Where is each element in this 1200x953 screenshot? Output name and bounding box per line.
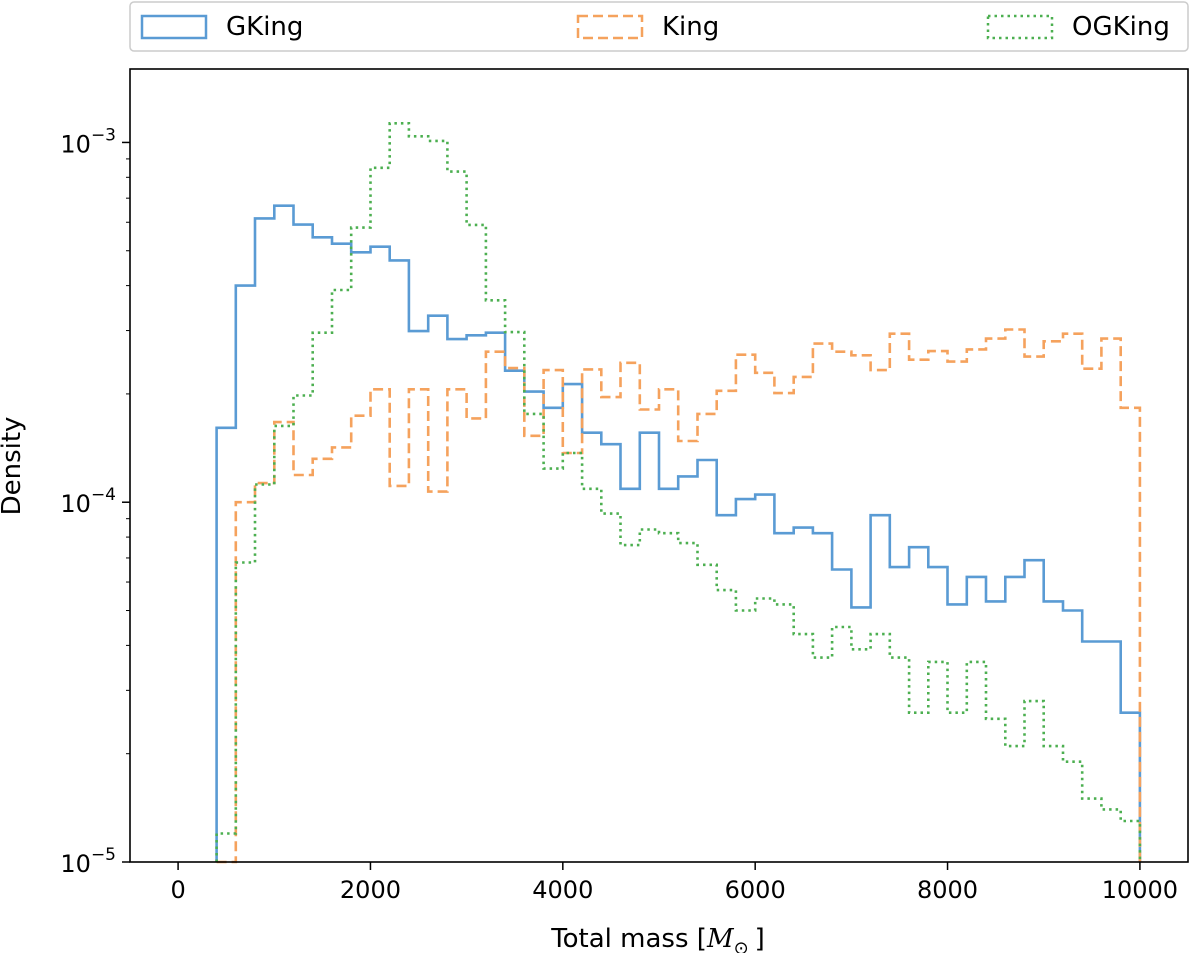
y-tick-label: 10−4 [60,485,116,518]
legend: GKing King OGKing [129,1,1189,52]
legend-frame [129,1,1189,52]
x-tick-label: 0 [170,876,185,904]
series-layer [215,122,1142,864]
y-axis: 10−5 10−4 10−3 [60,125,130,878]
x-tick-label: 2000 [340,876,401,904]
legend-label-king: King [662,12,719,42]
x-tick-label: 6000 [725,876,786,904]
series-line-ogking [215,122,1142,862]
y-tick-label: 10−3 [60,125,116,158]
x-axis: 0 2000 4000 6000 8000 10000 [170,862,1178,904]
legend-swatch-gking [140,14,208,40]
legend-swatch-ogking [986,14,1054,40]
x-tick-label: 4000 [532,876,593,904]
legend-label-gking: GKing [226,12,303,42]
x-axis-label: Total mass [M⊙] [550,924,765,953]
legend-label-ogking: OGKing [1072,12,1170,42]
series-line-gking [215,204,1142,862]
y-tick-label: 10−5 [60,845,116,878]
legend-swatch-king [576,14,644,40]
y-axis-label: Density [0,417,27,516]
series-line-king [216,328,1142,864]
plot-area: 0 2000 4000 6000 8000 10000 10−5 10−4 10−3 [60,68,1189,904]
plot-frame [129,68,1189,863]
x-tick-label: 10000 [1102,876,1178,904]
x-tick-label: 8000 [917,876,978,904]
